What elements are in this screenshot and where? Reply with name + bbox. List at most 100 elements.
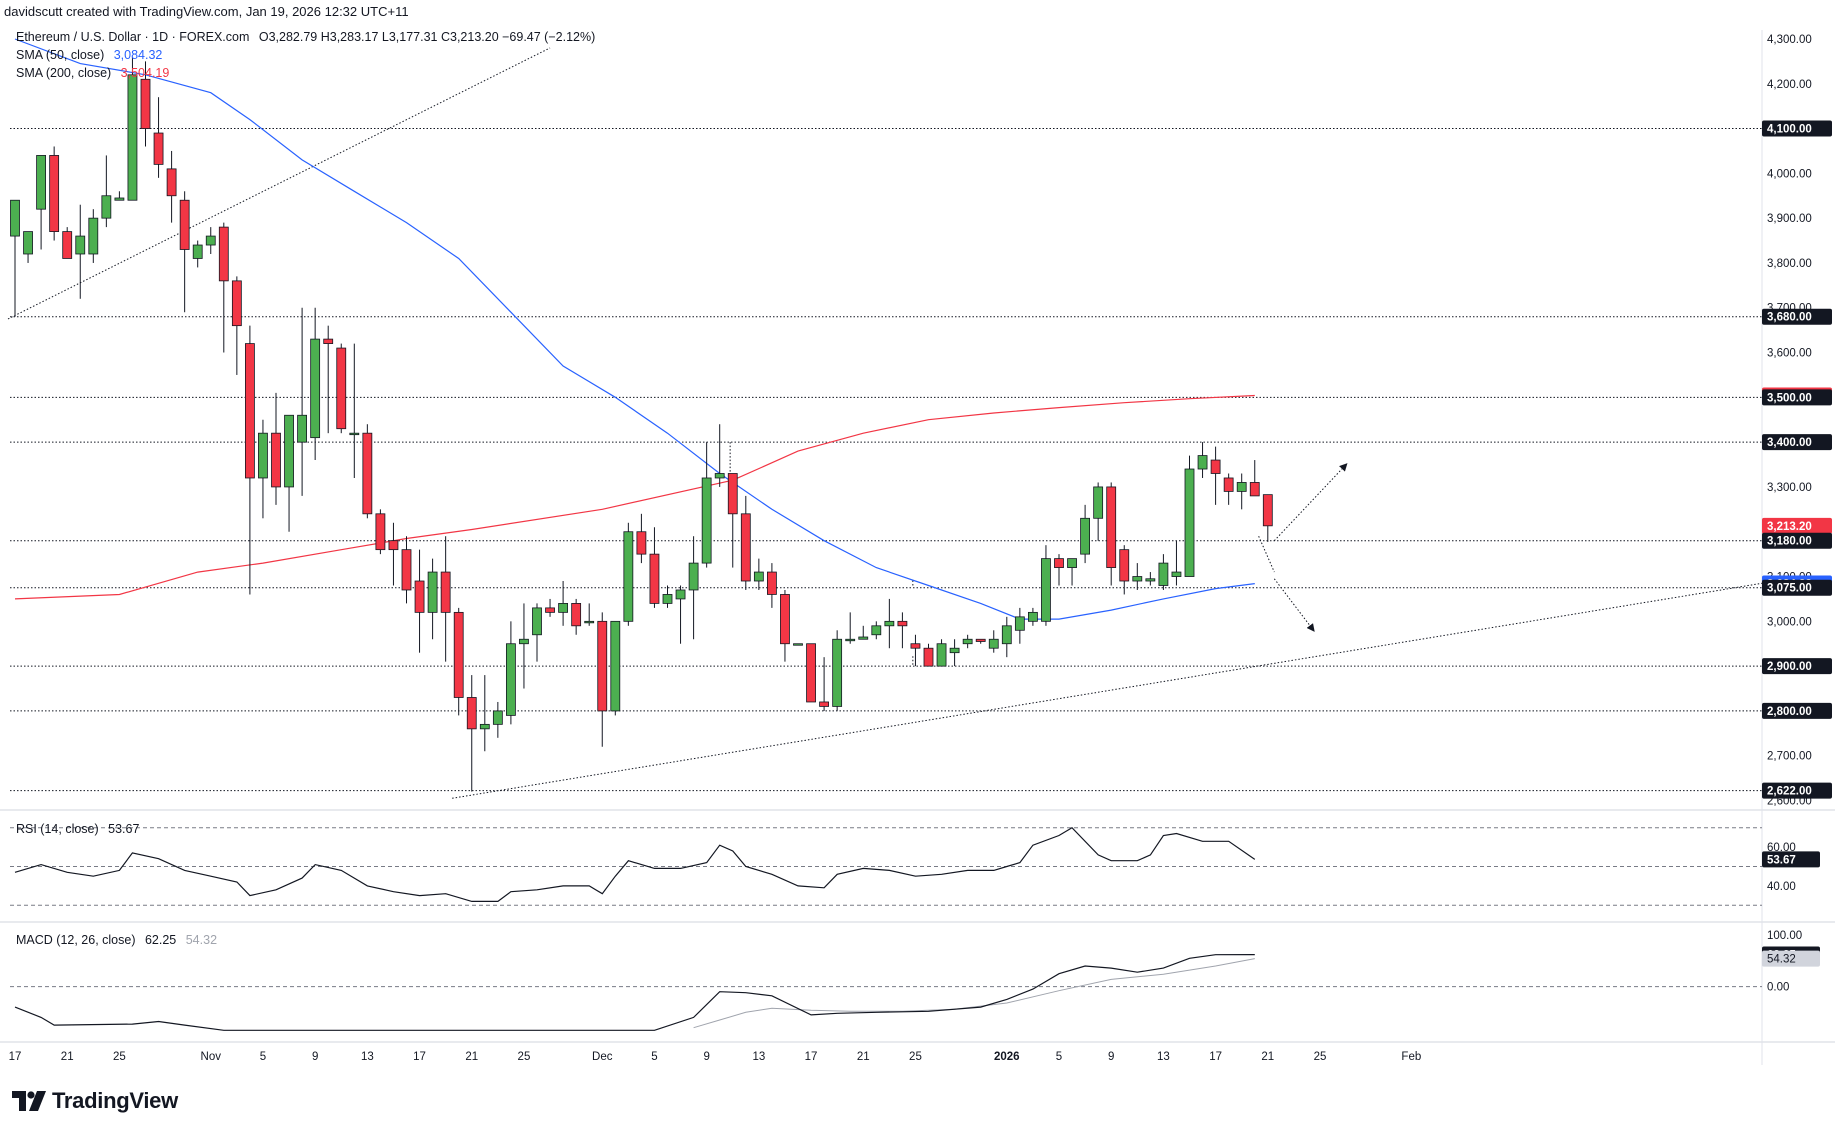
price-axis-label-bg	[1762, 308, 1832, 325]
time-tick-label: 5	[260, 1051, 266, 1063]
candle-up	[36, 155, 46, 210]
bearish-projection-arrow	[1273, 578, 1315, 632]
candle-down	[740, 513, 751, 582]
candle-down	[1210, 459, 1221, 474]
price-axis-label: 3,500.00	[1767, 392, 1812, 404]
time-tick-label: 25	[909, 1051, 922, 1063]
candle-up	[1067, 558, 1077, 568]
candle-up	[623, 531, 634, 622]
time-tick-label: 9	[312, 1051, 318, 1063]
candle-up	[258, 432, 268, 479]
price-tick-label: 3,800.00	[1767, 258, 1812, 270]
macd-tick-label: 0.00	[1767, 982, 1789, 994]
candle-up	[75, 235, 86, 255]
price-axis-label: 2,900.00	[1767, 661, 1812, 673]
candle-up	[584, 620, 595, 624]
candle-down	[336, 347, 347, 430]
candle-down	[649, 553, 660, 604]
time-tick-label: 17	[9, 1051, 22, 1063]
price-axis-label: 3,180.00	[1767, 536, 1812, 548]
candle-up	[949, 647, 960, 654]
candle-down	[1106, 486, 1117, 568]
rising-trendline-lower	[452, 582, 1763, 799]
macd-signal-axis-label-bg	[1762, 950, 1820, 967]
time-tick-label: 25	[1314, 1051, 1327, 1063]
candle-down	[453, 611, 464, 698]
candle-up	[701, 477, 712, 564]
sma200-value: 3,504.19	[120, 66, 170, 80]
sma200-legend[interactable]: SMA (200, close) 3,504.19	[16, 66, 169, 80]
candle-down	[244, 343, 255, 479]
candle-up	[1001, 625, 1012, 645]
time-tick-label: 13	[1157, 1051, 1170, 1063]
rsi-legend[interactable]: RSI (14, close) 53.67	[16, 822, 139, 836]
price-axis-label-bg	[1762, 120, 1832, 137]
candle-down	[571, 603, 582, 627]
candle-down	[923, 647, 934, 667]
sma50-label: SMA (50, close)	[16, 48, 105, 62]
symbol-title[interactable]: Ethereum / U.S. Dollar · 1D · FOREX.com	[16, 30, 250, 44]
candle-up	[1028, 611, 1038, 622]
candle-down	[1262, 494, 1273, 527]
candle-down	[231, 280, 242, 327]
candle-up	[1158, 562, 1169, 586]
candle-down	[388, 540, 399, 551]
rsi-value: 53.67	[108, 822, 140, 836]
sma200-label: SMA (200, close)	[16, 66, 112, 80]
rsi-axis-label: 53.67	[1767, 854, 1796, 866]
price-axis-label: 2,622.00	[1767, 786, 1812, 798]
macd-label: MACD (12, 26, close)	[16, 933, 136, 947]
price-axis-label-bg	[1762, 434, 1832, 451]
time-tick-label: 25	[113, 1051, 126, 1063]
candle-up	[1145, 578, 1156, 582]
candle-up	[284, 414, 294, 488]
candle-up	[1184, 468, 1195, 577]
candle-down	[271, 432, 281, 488]
time-tick-label: 17	[413, 1051, 426, 1063]
time-tick-label: 5	[1056, 1051, 1062, 1063]
price-axis-label-bg	[1762, 658, 1832, 675]
candle-up	[871, 625, 882, 636]
price-axis-label-bg	[1762, 782, 1832, 799]
candle-down	[153, 132, 164, 165]
candle-up	[10, 199, 20, 237]
macd-legend[interactable]: MACD (12, 26, close) 62.25 54.32	[16, 933, 217, 947]
price-axis-label-bg	[1762, 517, 1832, 534]
tradingview-logo[interactable]: TradingView	[12, 1088, 178, 1114]
candle-up	[492, 710, 503, 725]
candle-down	[166, 168, 177, 197]
time-tick-label: 9	[703, 1051, 709, 1063]
candle-up	[519, 638, 529, 645]
candle-up	[127, 74, 138, 201]
time-tick-label: 25	[518, 1051, 531, 1063]
candle-down	[1054, 558, 1064, 568]
projection-stub	[1258, 536, 1275, 573]
rsi-tick-label: 40.00	[1767, 881, 1796, 893]
sma50-legend[interactable]: SMA (50, close) 3,084.32	[16, 48, 162, 62]
price-tick-label: 4,000.00	[1767, 168, 1812, 180]
price-axis-label-bg	[1762, 702, 1832, 719]
candle-up	[675, 589, 686, 600]
candle-up	[1171, 571, 1182, 577]
price-axis-label: 3,400.00	[1767, 437, 1812, 449]
price-axis-label: 4,100.00	[1767, 124, 1812, 136]
candle-up	[1080, 517, 1090, 555]
candle-up	[23, 231, 33, 255]
price-tick-label: 3,900.00	[1767, 213, 1812, 225]
candle-down	[1249, 482, 1260, 497]
time-tick-label: 13	[361, 1051, 374, 1063]
macd-signal-value: 54.32	[185, 933, 218, 947]
candle-up	[793, 643, 803, 646]
sma50-line	[14, 38, 1255, 620]
candle-up	[610, 620, 621, 712]
time-tick-label: 21	[857, 1051, 870, 1063]
time-tick-label: Dec	[592, 1051, 613, 1063]
time-tick-label: Feb	[1401, 1051, 1421, 1063]
candle-down	[897, 620, 908, 627]
macd-tick-label: 100.00	[1767, 930, 1802, 942]
candle-down	[401, 549, 412, 591]
candle-up	[479, 723, 490, 730]
candle-up	[349, 432, 360, 436]
candle-down	[780, 594, 790, 645]
price-axis-label-bg	[1762, 579, 1832, 596]
